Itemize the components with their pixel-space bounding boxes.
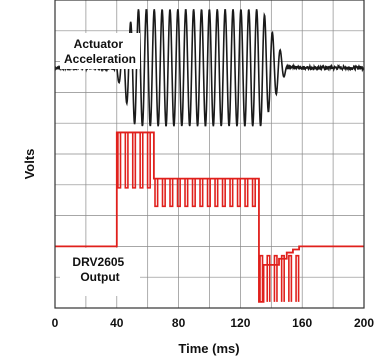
drv2605-pulse: [184, 178, 189, 208]
drv2605-pulse: [161, 178, 166, 208]
annotation-box-drv2605: [60, 248, 140, 296]
x-tick-label: 120: [230, 316, 250, 330]
drv2605-pulse: [288, 254, 293, 302]
drv2605-pulse: [236, 178, 241, 208]
x-tick-label: 40: [110, 316, 124, 330]
drv2605-pulse: [176, 178, 181, 208]
x-tick-label: 0: [52, 316, 59, 330]
drv2605-pulse: [251, 178, 256, 208]
drv2605-pulse: [169, 178, 174, 208]
x-tick-labels: 0 40 80 120 160 200: [52, 316, 374, 330]
annotation-drv2605-output: DRV2605 Output: [72, 255, 127, 284]
y-axis-title: Volts: [22, 149, 37, 180]
x-tick-label: 200: [354, 316, 374, 330]
drv2605-pulse: [199, 178, 204, 208]
drv2605-pulse: [154, 178, 159, 208]
drv2605-pulse: [266, 254, 271, 302]
plot-frame: [54, 0, 365, 309]
annotation-box-acceleration: [60, 33, 140, 69]
drv2605-pulse: [259, 254, 264, 302]
drv2605-pulse: [244, 178, 249, 208]
x-tick-label: 160: [292, 316, 312, 330]
drv2605-pulse: [139, 132, 144, 189]
drv2605-pulse: [146, 132, 151, 189]
drv2605-pulse: [214, 178, 219, 208]
x-tick-label: 80: [172, 316, 186, 330]
drv2605-pulse: [124, 132, 129, 189]
drv2605-pulse: [191, 178, 196, 208]
drv2605-pulse: [273, 254, 278, 302]
drv2605-pulse: [229, 178, 234, 208]
drv2605-pulse: [280, 254, 285, 302]
drv2605-pulse: [221, 178, 226, 208]
drv2605-pulse: [117, 132, 122, 189]
drv2605-pulse: [206, 178, 211, 208]
annotation-actuator-acceleration: Actuator Acceleration: [64, 37, 136, 66]
drv2605-pulse: [131, 132, 137, 189]
drv2605-pulse: [295, 254, 300, 302]
x-axis-title: Time (ms): [178, 341, 239, 356]
